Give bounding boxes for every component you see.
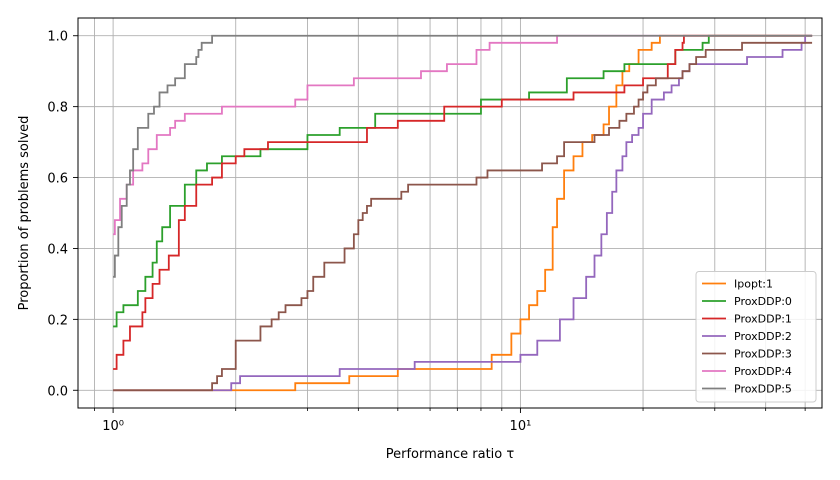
legend-entry-label: ProxDDP:0 (734, 295, 792, 308)
series-line-proxddp-5 (113, 34, 813, 278)
x-tick-label: 10¹ (510, 419, 532, 434)
series-line-ipopt-1 (113, 34, 813, 392)
legend-entry-label: ProxDDP:1 (734, 313, 792, 326)
legend-entry-label: ProxDDP:3 (734, 348, 792, 361)
axes-frame (77, 17, 823, 409)
legend: Ipopt:1 ProxDDP:0 ProxDDP:1 ProxDDP:2 ProxDD… (695, 271, 817, 403)
ticks: 10⁰ 10¹ 0.0 0.2 0.4 0.6 0.8 1.0 (47, 30, 806, 434)
x-tick-label: 10⁰ (102, 419, 124, 434)
legend-entry-label: ProxDDP:2 (734, 330, 792, 343)
y-tick-label: 0.6 (47, 172, 68, 187)
series-line-proxddp-4 (113, 34, 813, 236)
y-tick-label: 1.0 (47, 30, 68, 45)
y-axis-label: Proportion of problems solved (17, 116, 32, 311)
y-tick-label: 0.2 (47, 313, 68, 328)
legend-entry-label: Ipopt:1 (734, 278, 773, 291)
legend-entry-label: ProxDDP:4 (734, 365, 792, 378)
y-tick-label: 0.8 (47, 101, 68, 116)
legend-entry-label: ProxDDP:5 (734, 383, 792, 396)
y-tick-label: 0.0 (47, 384, 68, 399)
y-tick-label: 0.4 (47, 242, 68, 257)
x-axis-label: Performance ratio τ (386, 447, 515, 462)
series-layer (113, 34, 813, 392)
series-line-proxddp-1 (113, 34, 813, 370)
legend-box (695, 271, 817, 403)
series-line-proxddp-3 (113, 41, 813, 392)
